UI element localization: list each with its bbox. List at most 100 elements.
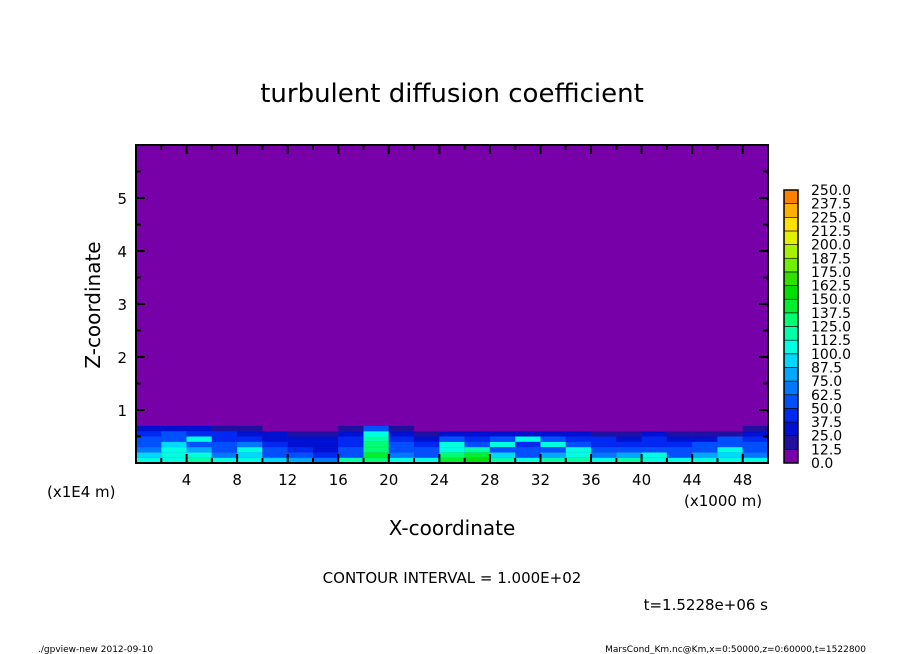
- heatmap-cell: [414, 441, 440, 448]
- heatmap-cell: [312, 452, 339, 458]
- heatmap-cell: [388, 457, 415, 463]
- heatmap-cell: [388, 452, 415, 458]
- heatmap-cell: [287, 452, 313, 458]
- heatmap-cell: [161, 436, 187, 442]
- heatmap-cell: [717, 441, 743, 448]
- heatmap-cell: [237, 436, 263, 442]
- heatmap-cell: [262, 457, 288, 463]
- heatmap-cell: [641, 436, 667, 442]
- heatmap-cell: [312, 457, 339, 463]
- heatmap-cell: [717, 425, 743, 432]
- heatmap-cell: [338, 425, 364, 432]
- heatmap-cell: [565, 436, 592, 442]
- heatmap-cell: [237, 425, 263, 432]
- heatmap-cell: [312, 425, 339, 432]
- heatmap-cell: [414, 431, 440, 437]
- colorbar-swatch: [783, 353, 799, 368]
- heatmap-cell: [136, 436, 162, 442]
- heatmap-cell: [464, 425, 490, 432]
- contour-interval: CONTOUR INTERVAL = 1.000E+02: [323, 569, 582, 587]
- x-tick-label: 4: [182, 471, 192, 489]
- heatmap-cell: [363, 457, 389, 463]
- heatmap-cell: [237, 457, 263, 463]
- colorbar-label: 0.0: [811, 456, 833, 472]
- heatmap-cell: [692, 452, 718, 458]
- heatmap-cell: [363, 441, 389, 448]
- heatmap-cell: [363, 436, 389, 442]
- heatmap-cell: [211, 452, 238, 458]
- heatmap-cell: [717, 431, 743, 437]
- heatmap-cell: [338, 457, 364, 463]
- heatmap-cell: [489, 441, 516, 448]
- heatmap-cell: [439, 447, 465, 453]
- heatmap-cell: [464, 431, 490, 437]
- heatmap-cell: [211, 457, 238, 463]
- colorbar-swatch: [783, 326, 799, 341]
- heatmap-cell: [591, 436, 617, 442]
- colorbar-label: 12.5: [811, 442, 842, 458]
- colorbar-label: 225.0: [811, 210, 851, 226]
- heatmap-cell: [515, 436, 541, 442]
- colorbar-label: 50.0: [811, 401, 842, 417]
- heatmap-cell: [742, 441, 768, 448]
- heatmap-cell: [591, 441, 617, 448]
- heatmap-cell: [540, 431, 566, 437]
- heatmap-cell: [742, 431, 768, 437]
- y-tick-label: 5: [117, 190, 127, 208]
- colorbar-label: 200.0: [811, 238, 851, 254]
- heatmap-cell: [388, 441, 415, 448]
- heatmap-cell: [262, 441, 288, 448]
- heatmap-cell: [161, 447, 187, 453]
- colorbar-swatch: [783, 435, 799, 450]
- heatmap-cell: [136, 457, 162, 463]
- heatmap-cell: [312, 431, 339, 437]
- heatmap-cell: [692, 447, 718, 453]
- heatmap-cell: [312, 436, 339, 442]
- heatmap-cell: [742, 436, 768, 442]
- heatmap-cell: [591, 425, 617, 432]
- colorbar-swatch: [783, 189, 799, 204]
- heatmap-cell: [287, 431, 313, 437]
- colorbar-label: 250.0: [811, 183, 851, 199]
- heatmap-cell: [136, 431, 162, 437]
- heatmap-cell: [515, 425, 541, 432]
- heatmap-cell: [161, 452, 187, 458]
- heatmap-cell: [616, 457, 642, 463]
- heatmap-cell: [363, 452, 389, 458]
- colorbar-swatch: [783, 298, 799, 314]
- colorbar-label: 237.5: [811, 197, 851, 213]
- heatmap-cell: [161, 441, 187, 448]
- heatmap-cell: [515, 447, 541, 453]
- x-tick-label: 44: [683, 471, 702, 489]
- heatmap-cell: [641, 425, 667, 432]
- heatmap-cell: [388, 431, 415, 437]
- heatmap-cell: [641, 431, 667, 437]
- y-tick-label: 3: [117, 296, 127, 314]
- heatmap-cell: [388, 425, 415, 432]
- heatmap-cell: [414, 457, 440, 463]
- heatmap-cell: [616, 431, 642, 437]
- colorbar-label: 37.5: [811, 415, 842, 431]
- heatmap-cell: [717, 457, 743, 463]
- heatmap-cell: [489, 425, 516, 432]
- y-tick-label: 2: [117, 349, 127, 367]
- heatmap-cell: [186, 441, 212, 448]
- heatmap-cell: [186, 452, 212, 458]
- heatmap-cell: [414, 452, 440, 458]
- heatmap-cell: [489, 447, 516, 453]
- colorbar-label: 100.0: [811, 347, 851, 363]
- colorbar-label: 175.0: [811, 265, 851, 281]
- heatmap-cell: [565, 441, 592, 448]
- colorbar-frame: [783, 189, 799, 464]
- chart-title: turbulent diffusion coefficient: [260, 79, 644, 109]
- colorbar-label: 162.5: [811, 279, 851, 295]
- heatmap-cell: [439, 452, 465, 458]
- heatmap-cell: [136, 452, 162, 458]
- colorbar-label: 25.0: [811, 429, 842, 445]
- colorbar-swatch: [783, 421, 799, 436]
- heatmap-cell: [287, 436, 313, 442]
- heatmap-cell: [136, 447, 162, 453]
- heatmap-cell: [161, 431, 187, 437]
- heatmap-cell: [262, 436, 288, 442]
- x-tick-label: 40: [632, 471, 651, 489]
